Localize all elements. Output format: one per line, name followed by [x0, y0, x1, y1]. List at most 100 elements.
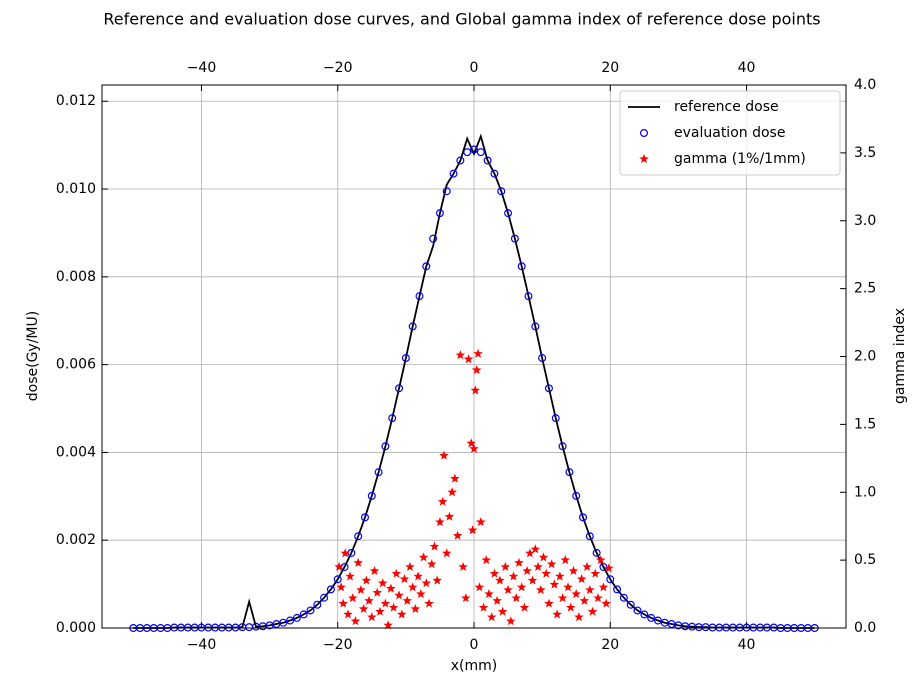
- gamma-point: [544, 598, 554, 608]
- evaluation-point: [292, 613, 301, 622]
- x-top-tick-label: 0: [470, 60, 479, 76]
- gamma-point: [372, 587, 383, 597]
- y2-tick-label: 3.5: [854, 145, 876, 161]
- evaluation-point: [606, 575, 615, 584]
- x-tick-label: −40: [187, 637, 217, 653]
- gamma-point: [452, 530, 463, 540]
- gamma-point: [444, 511, 455, 521]
- evaluation-point: [551, 414, 560, 423]
- evaluation-point: [435, 209, 444, 218]
- gamma-point: [585, 584, 595, 595]
- evaluation-point: [408, 322, 417, 331]
- evaluation-point: [613, 585, 622, 594]
- evaluation-point: [313, 600, 322, 609]
- gamma-point: [560, 555, 571, 565]
- evaluation-point: [640, 610, 649, 619]
- gamma-point: [463, 354, 474, 364]
- evaluation-point: [449, 169, 458, 178]
- y-tick-label: 0.006: [56, 357, 96, 373]
- gamma-point: [587, 606, 598, 616]
- evaluation-point: [558, 442, 567, 451]
- y2-tick-label: 3.0: [854, 213, 876, 229]
- evaluation-point: [565, 468, 574, 477]
- plot-frame: [101, 84, 847, 629]
- gamma-point: [571, 589, 581, 599]
- evaluation-point: [306, 606, 315, 615]
- evaluation-point: [504, 209, 513, 218]
- gamma-point: [399, 574, 410, 584]
- gamma-point: [421, 578, 432, 588]
- gamma-point: [367, 612, 377, 622]
- evaluation-point: [429, 234, 438, 243]
- evaluation-point: [544, 384, 553, 393]
- gamma-point: [527, 575, 538, 585]
- gamma-point: [514, 557, 524, 567]
- gamma-point: [470, 385, 481, 395]
- x-top-tick-label: 20: [601, 60, 619, 76]
- x-tick-label: 20: [601, 637, 619, 653]
- evaluation-point: [463, 148, 472, 157]
- gamma-point: [447, 487, 457, 497]
- evaluation-point: [388, 414, 397, 423]
- evaluation-point: [401, 354, 410, 363]
- evaluation-point: [326, 585, 335, 594]
- gamma-point: [541, 568, 551, 578]
- gamma-point: [418, 552, 429, 562]
- evaluation-point: [395, 384, 404, 393]
- evaluation-point: [538, 354, 547, 363]
- gamma-point: [549, 579, 560, 589]
- gamma-point: [405, 561, 415, 571]
- legend-label: gamma (1%/1mm): [674, 151, 806, 167]
- y2-tick-label: 2.0: [854, 349, 876, 365]
- evaluation-point: [333, 575, 342, 584]
- gamma-point: [380, 598, 391, 608]
- legend-box: [619, 90, 841, 176]
- evaluation-point: [415, 292, 424, 301]
- evaluation-point: [647, 613, 656, 622]
- legend-label: evaluation dose: [674, 125, 785, 141]
- gamma-point: [508, 571, 519, 581]
- x-tick-label: 0: [470, 637, 479, 653]
- y2-tick-label: 0.5: [854, 552, 876, 568]
- gamma-point: [375, 606, 385, 616]
- gamma-point: [410, 604, 421, 614]
- gamma-point: [435, 517, 445, 527]
- evaluation-point: [279, 618, 288, 627]
- gamma-point: [358, 604, 369, 614]
- chart-title: Reference and evaluation dose curves, an…: [103, 10, 820, 29]
- gamma-point: [350, 616, 361, 626]
- evaluation-point: [510, 234, 519, 243]
- gamma-point: [439, 450, 449, 460]
- y-tick-label: 0.012: [56, 93, 96, 109]
- evaluation-point: [619, 593, 628, 602]
- x-top-tick-label: 40: [738, 60, 756, 76]
- evaluation-point: [367, 491, 376, 500]
- evaluation-point: [517, 262, 526, 271]
- y-axis-label: dose(Gy/MU): [25, 311, 41, 401]
- gamma-point: [474, 582, 485, 592]
- gamma-point: [555, 571, 565, 581]
- gamma-point: [565, 602, 576, 612]
- evaluation-point: [626, 600, 635, 609]
- evaluation-point: [579, 513, 588, 522]
- gamma-point: [340, 548, 350, 558]
- evaluation-point: [592, 548, 601, 557]
- gamma-point: [397, 609, 407, 619]
- gamma-point: [506, 616, 516, 626]
- gamma-point: [424, 598, 434, 608]
- gamma-point: [377, 578, 388, 588]
- gamma-point: [546, 559, 557, 569]
- y-tick-label: 0.004: [56, 444, 96, 460]
- y-tick-label: 0.002: [56, 532, 96, 548]
- evaluation-point: [374, 468, 383, 477]
- gamma-point: [492, 595, 502, 605]
- gamma-point: [356, 584, 366, 595]
- evaluation-point: [490, 169, 499, 178]
- gamma-point: [495, 575, 505, 585]
- gamma-point: [394, 590, 404, 600]
- gamma-point: [458, 561, 468, 571]
- gamma-point: [503, 584, 513, 595]
- gamma-point: [338, 598, 348, 608]
- evaluation-point: [531, 322, 540, 331]
- evaluation-point: [653, 616, 662, 625]
